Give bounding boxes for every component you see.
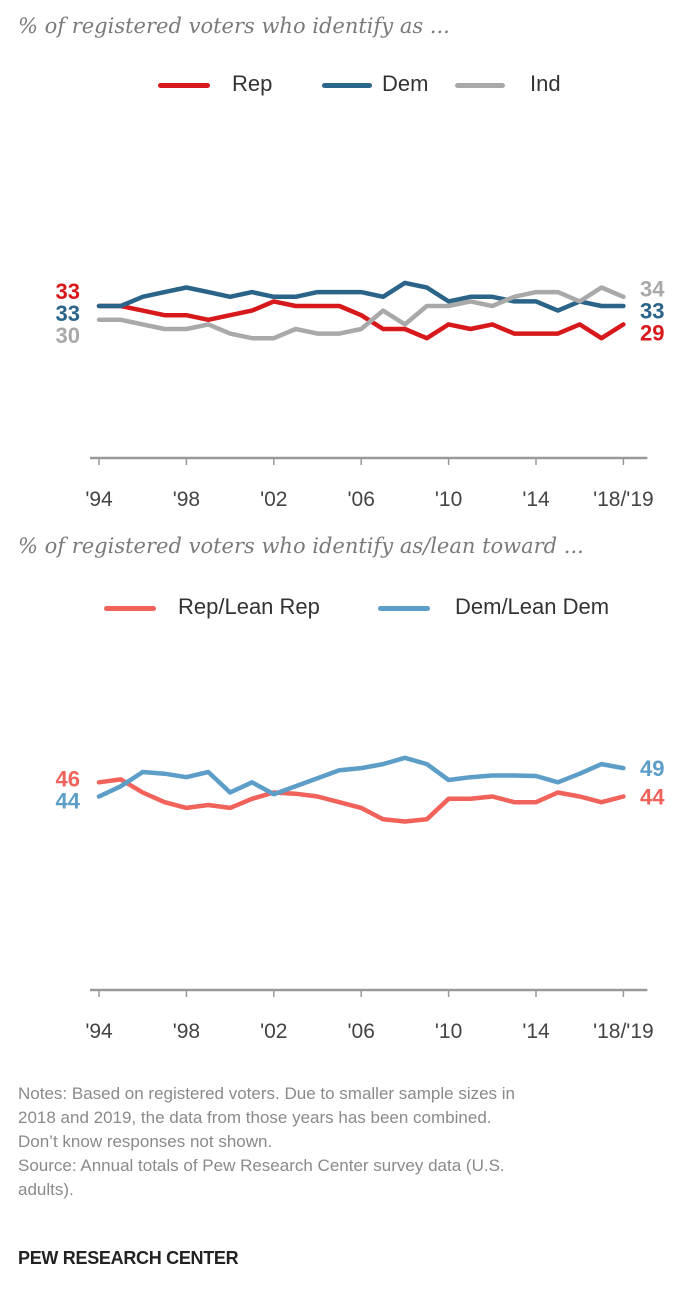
chart2-title: % of registered voters who identify as/l… [18, 534, 584, 558]
notes-line: Notes: Based on registered voters. Due t… [18, 1084, 516, 1103]
series-line-dem [96, 280, 626, 313]
start-value-label: 30 [56, 323, 80, 348]
series-line-rep [96, 299, 626, 341]
start-value-label: 44 [56, 788, 81, 813]
x-tick-label: '02 [260, 488, 287, 511]
x-tick-label: '10 [435, 488, 462, 511]
chart1-title: % of registered voters who identify as .… [18, 14, 450, 38]
legend-rep-swatch [158, 83, 210, 88]
series-line-rep-lean-rep [96, 777, 626, 824]
x-tick-label: '06 [348, 1020, 375, 1043]
legend-dem-lean-swatch [378, 606, 430, 611]
brand-logo-text: PEW RESEARCH CENTER [18, 1248, 239, 1268]
legend-dem-label: Dem [382, 71, 429, 96]
legend-ind-label: Ind [530, 71, 561, 96]
end-value-label: 49 [640, 756, 664, 781]
end-value-label: 44 [640, 785, 665, 810]
legend-dem-swatch [322, 83, 372, 88]
series-line-dem-lean-dem [96, 755, 626, 799]
source-line: adults). [18, 1180, 74, 1199]
x-tick-label: '18/'19 [593, 488, 654, 511]
x-tick-label: '98 [173, 1020, 200, 1043]
x-tick-label: '14 [522, 488, 550, 511]
legend-rep-label: Rep [232, 71, 273, 96]
end-value-label: 34 [640, 277, 665, 302]
source-line: Source: Annual totals of Pew Research Ce… [18, 1156, 505, 1175]
notes-line: Don’t know responses not shown. [18, 1132, 273, 1151]
x-tick-label: '94 [85, 1020, 113, 1043]
x-tick-label: '14 [522, 1020, 550, 1043]
legend-rep-lean-swatch [104, 606, 156, 611]
x-tick-label: '10 [435, 1020, 462, 1043]
legend-dem-lean-label: Dem/Lean Dem [455, 594, 610, 619]
x-tick-label: '18/'19 [593, 1020, 654, 1043]
series-line-ind [96, 285, 626, 341]
start-value-label: 46 [56, 766, 80, 791]
notes-line: 2018 and 2019, the data from those years… [18, 1108, 492, 1127]
legend-rep-lean-label: Rep/Lean Rep [178, 594, 320, 619]
x-tick-label: '98 [173, 488, 200, 511]
x-tick-label: '94 [85, 488, 113, 511]
legend-ind-swatch [455, 83, 505, 88]
end-value-label: 29 [640, 321, 664, 346]
start-value-label: 33 [56, 301, 80, 326]
x-tick-label: '06 [348, 488, 375, 511]
notes: Notes: Based on registered voters. Due t… [18, 1082, 688, 1202]
x-tick-label: '02 [260, 1020, 287, 1043]
start-value-label: 33 [56, 279, 80, 304]
end-value-label: 33 [640, 299, 664, 324]
